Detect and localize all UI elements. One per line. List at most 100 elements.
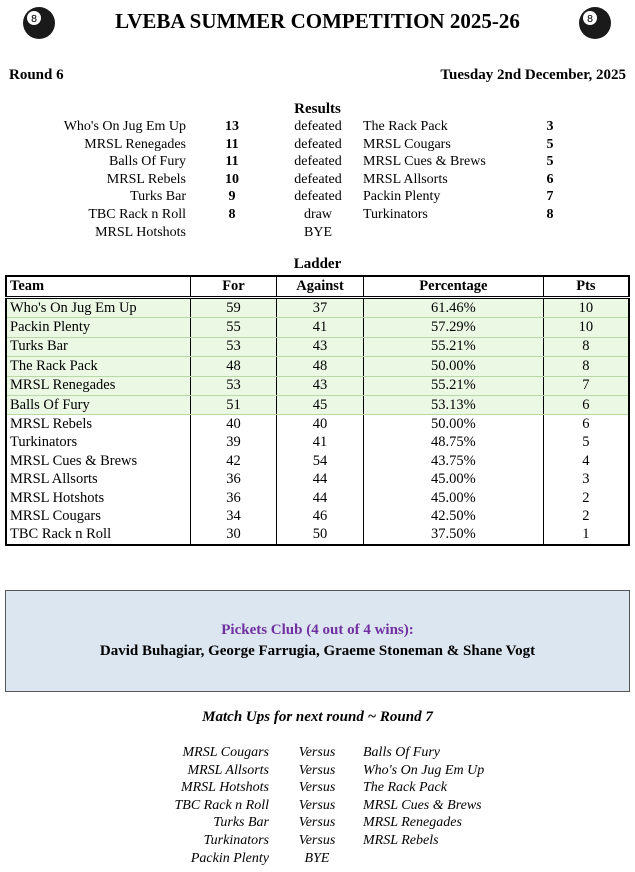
cell: 44 (276, 470, 364, 489)
score: 5 (546, 154, 554, 170)
cell: 7 (542, 376, 629, 396)
cell: 46 (276, 507, 364, 526)
cell: MRSL Hotshots (5, 488, 191, 508)
column-header: Team (5, 276, 191, 299)
cell: 53 (189, 337, 277, 358)
round: Round 6 (9, 67, 64, 83)
ladder-row: TBC Rack n Roll 30 50 37.50% 1 (5, 525, 629, 547)
score: 3 (546, 119, 554, 134)
cell: 53.13% (362, 395, 544, 416)
team: MRSL Hotshots (95, 224, 186, 240)
cell: 43.75% (362, 452, 544, 471)
versus: Versus (298, 745, 336, 760)
team: MRSL Allsorts (187, 762, 269, 778)
cell: 5 (542, 433, 629, 453)
opponent: Balls Of Fury (363, 745, 440, 760)
cell: 2 (542, 507, 629, 526)
cell: 8 (542, 337, 629, 358)
versus: Versus (298, 833, 336, 848)
cell: Who's On Jug Em Up (5, 297, 191, 319)
header-row: Team For Against Percentage Pts (5, 276, 629, 299)
versus: Versus (298, 797, 336, 813)
cell: 59 (189, 297, 277, 319)
svg-text:8: 8 (31, 14, 37, 25)
team: MRSL Hotshots (180, 780, 269, 796)
cell: 45 (276, 395, 364, 416)
cell: 55.21% (362, 337, 544, 358)
result: defeated (294, 136, 342, 152)
versus: BYE (304, 850, 330, 866)
cell: The Rack Pack (5, 356, 191, 377)
result: draw (304, 207, 332, 222)
versus: Versus (298, 815, 336, 831)
cell: 6 (542, 395, 629, 416)
column-header: Percentage (362, 276, 544, 299)
next-round-title: Match Ups for next round ~ Round 7 (202, 709, 433, 725)
cell: TBC Rack n Roll (5, 525, 191, 547)
column-header: For (189, 276, 277, 299)
score: 11 (225, 136, 239, 152)
cell: 36 (189, 488, 277, 508)
cell: 39 (189, 433, 277, 453)
ladder-row: MRSL Rebels 40 40 50.00% 6 (5, 414, 629, 434)
opponent: MRSL Cues & Brews (363, 154, 486, 170)
team: TBC Rack n Roll (174, 797, 270, 813)
cell: MRSL Cougars (5, 507, 191, 526)
cell: 3 (542, 470, 629, 489)
opponent: Turkinators (363, 207, 428, 222)
cell: Turks Bar (5, 337, 191, 358)
cell: 50.00% (362, 356, 544, 377)
cell: 45.00% (362, 470, 544, 489)
score: 13 (225, 119, 239, 134)
pickets-names: David Buhagiar, George Farrugia, Graeme … (99, 643, 536, 659)
cell: 61.46% (362, 297, 544, 319)
opponent: The Rack Pack (363, 780, 447, 796)
ladder-row: The Rack Pack 48 48 50.00% 8 (5, 356, 629, 377)
result: BYE (304, 224, 332, 240)
team: Packin Plenty (190, 850, 269, 866)
pickets-box: Pickets Club (4 out of 4 wins): David Bu… (5, 590, 630, 692)
ladder-row: MRSL Hotshots 36 44 45.00% 2 (5, 488, 629, 508)
opponent: MRSL Cougars (363, 136, 451, 152)
eight-ball-icon: 8 (579, 7, 611, 39)
team: Turks Bar (213, 815, 269, 831)
cell: 50 (276, 525, 364, 547)
cell: 34 (189, 507, 277, 526)
cell: 8 (542, 356, 629, 377)
cell: 2 (542, 488, 629, 508)
cell: 37.50% (362, 525, 544, 547)
cell: Turkinators (5, 433, 191, 453)
cell: 10 (542, 317, 629, 338)
team: Turks Bar (130, 189, 186, 205)
team: MRSL Renegades (84, 136, 186, 152)
cell: 10 (542, 297, 629, 319)
team: MRSL Rebels (106, 171, 186, 187)
team: Turkinators (203, 833, 269, 848)
ladder-title: Ladder (293, 256, 342, 272)
cell: 42 (189, 452, 277, 471)
column-header: Pts (542, 276, 629, 299)
ladder-row: Who's On Jug Em Up 59 37 61.46% 10 (5, 297, 629, 319)
pickets-title: Pickets Club (4 out of 4 wins): (221, 622, 414, 638)
score: 6 (546, 171, 554, 187)
cell: MRSL Rebels (5, 414, 191, 434)
team: Who's On Jug Em Up (63, 119, 186, 134)
score: 8 (228, 207, 236, 222)
cell: 43 (276, 376, 364, 396)
cell: 53 (189, 376, 277, 396)
cell: Balls Of Fury (5, 395, 191, 416)
cell: 55 (189, 317, 277, 338)
team: MRSL Cougars (182, 745, 269, 760)
opponent: MRSL Renegades (363, 815, 462, 831)
ladder-row: Balls Of Fury 51 45 53.13% 6 (5, 395, 629, 416)
cell: MRSL Renegades (5, 376, 191, 396)
eight-ball-icon: 8 (23, 7, 55, 39)
opponent: The Rack Pack (363, 119, 448, 134)
result: defeated (294, 154, 342, 170)
score: 8 (546, 207, 554, 222)
result: defeated (294, 119, 342, 134)
opponent: MRSL Cues & Brews (363, 797, 482, 813)
cell: 43 (276, 337, 364, 358)
opponent: MRSL Allsorts (363, 171, 448, 187)
cell: 6 (542, 414, 629, 434)
